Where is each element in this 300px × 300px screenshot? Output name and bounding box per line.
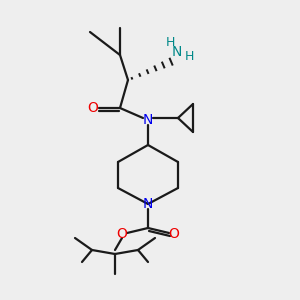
Text: H: H [165,37,175,50]
Text: O: O [88,101,98,115]
Text: O: O [169,227,179,241]
Text: N: N [143,197,153,211]
Text: H: H [184,50,194,62]
Text: O: O [117,227,128,241]
Text: N: N [143,113,153,127]
Text: N: N [172,45,182,59]
